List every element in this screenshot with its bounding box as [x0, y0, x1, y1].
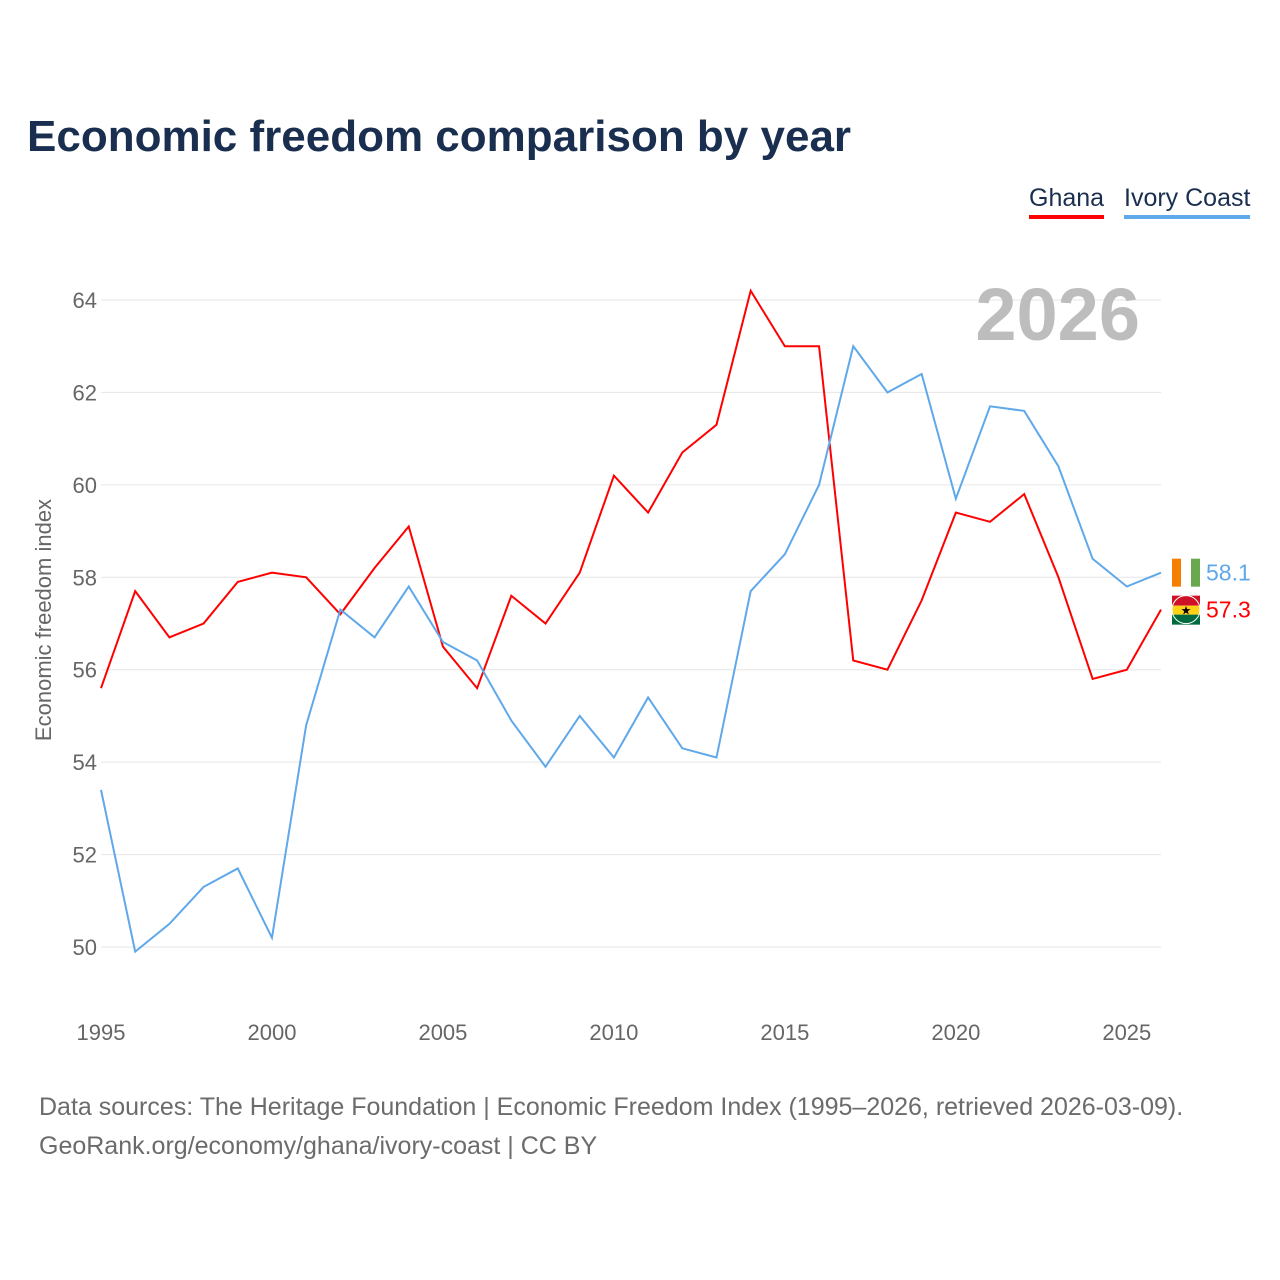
y-tick-label: 54 [73, 750, 97, 775]
footer: Data sources: The Heritage Foundation | … [39, 1088, 1183, 1166]
y-axis-label: Economic freedom index [31, 499, 56, 741]
legend-ghana[interactable]: Ghana [1029, 184, 1105, 219]
flag-ghana-icon [1172, 605, 1200, 615]
y-tick-label: 58 [73, 565, 97, 590]
series-line-ivory-coast [100, 343, 1162, 954]
x-tick-label: 2010 [589, 1020, 638, 1045]
x-tick-label: 2005 [418, 1020, 467, 1045]
x-tick-label: 2000 [247, 1020, 296, 1045]
flag-ghana-icon [1171, 595, 1201, 625]
flag-ivory-coast-icon [1181, 558, 1191, 587]
year-watermark: 2026 [975, 273, 1140, 356]
y-tick-label: 56 [73, 658, 97, 683]
flag-ivory-coast-icon [1172, 558, 1181, 587]
y-tick-label: 64 [73, 288, 97, 313]
end-value-label: 57.3 [1206, 597, 1251, 623]
series-line-ghana [100, 288, 1162, 691]
flag-ghana-icon [1172, 614, 1200, 625]
y-tick-label: 60 [73, 473, 97, 498]
y-tick-label: 52 [73, 843, 97, 868]
y-tick-label: 50 [73, 935, 97, 960]
source-link[interactable]: GeoRank.org/economy/ghana/ivory-coast | … [39, 1132, 598, 1160]
x-tick-label: 2015 [760, 1020, 809, 1045]
x-tick-label: 2020 [931, 1020, 980, 1045]
end-value-label: 58.1 [1206, 560, 1251, 586]
chart-title: Economic freedom comparison by year [27, 112, 852, 161]
flag-ghana-star-icon: ★ [1181, 604, 1192, 618]
x-tick-label: 1995 [77, 1020, 126, 1045]
data-sources: Data sources: The Heritage Foundation | … [39, 1093, 1184, 1121]
y-tick-label: 62 [73, 380, 97, 405]
legend-ivory-coast[interactable]: Ivory Coast [1124, 184, 1251, 219]
x-tick-label: 2025 [1102, 1020, 1151, 1045]
flag-ghana-icon [1172, 595, 1200, 606]
flag-ivory-coast-icon [1191, 558, 1200, 587]
